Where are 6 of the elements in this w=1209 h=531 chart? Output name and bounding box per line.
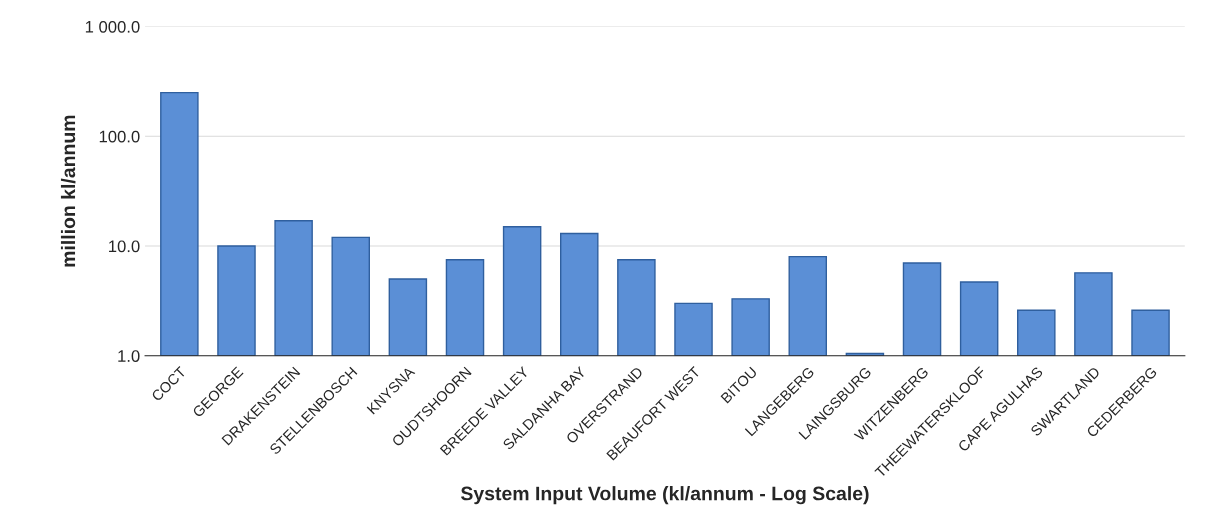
y-tick-label: 1 000.0: [85, 20, 140, 33]
y-tick-label: 10.0: [109, 240, 140, 253]
x-axis-title: System Input Volume (kl/annum - Log Scale): [460, 486, 869, 505]
y-axis-title: million kl/annum: [60, 115, 76, 267]
y-tick-label: 100.0: [99, 130, 140, 143]
y-tick-label: 1.0: [118, 350, 140, 362]
